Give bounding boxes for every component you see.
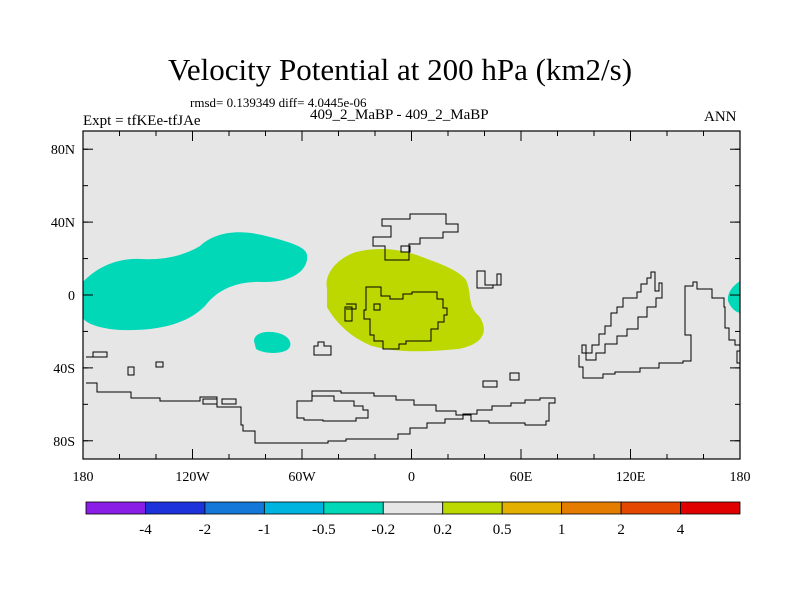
coastline xyxy=(86,382,556,444)
colorbar-swatch xyxy=(204,501,265,515)
map-layer xyxy=(83,131,740,459)
colorbar-swatch xyxy=(680,501,741,515)
coastline xyxy=(127,366,135,376)
colorbar-label: -0.2 xyxy=(371,522,395,538)
experiment-label: Expt = tfKEe-tfJAe xyxy=(83,113,201,129)
colorbar-label: -2 xyxy=(199,522,212,538)
colorbar-label: -0.5 xyxy=(312,522,336,538)
season-label: ANN xyxy=(704,109,737,125)
coastline xyxy=(202,398,218,405)
colorbar-label: 2 xyxy=(617,522,625,538)
y-tick-label: 40S xyxy=(53,362,75,377)
coastline xyxy=(221,398,237,405)
y-tick-label: 40N xyxy=(51,216,75,231)
x-tick-label: 180 xyxy=(73,470,94,485)
colorbar-label: 0.5 xyxy=(493,522,512,538)
colorbar-swatch xyxy=(561,501,622,515)
coastline xyxy=(372,213,459,261)
x-tick-label: 60W xyxy=(288,470,316,485)
contour-region xyxy=(727,281,740,313)
coastline xyxy=(736,350,740,364)
x-tick-label: 180 xyxy=(730,470,751,485)
case-label: 409_2_MaBP - 409_2_MaBP xyxy=(310,107,489,123)
coastline xyxy=(346,303,357,310)
y-tick-label: 80S xyxy=(53,435,75,450)
colorbar-swatch xyxy=(382,501,444,515)
coastline xyxy=(578,281,740,379)
chart-title: Velocity Potential at 200 hPa (km2/s) xyxy=(167,52,633,87)
coastline xyxy=(476,270,502,289)
coastline xyxy=(581,271,663,361)
colorbar-label: 4 xyxy=(677,522,685,538)
contour-region xyxy=(254,331,291,353)
colorbar-swatch xyxy=(323,501,384,515)
x-tick-label: 120W xyxy=(175,470,210,485)
colorbar-swatch xyxy=(263,501,325,515)
colorbar: -4 -2 -1 -0.5 -0.2 0.2 0.5 1 2 4 xyxy=(85,501,741,538)
colorbar-swatch xyxy=(442,501,503,515)
colorbar-label: -4 xyxy=(139,522,152,538)
colorbar-swatch xyxy=(85,501,146,515)
y-tick-label: 0 xyxy=(68,289,75,304)
coastline xyxy=(344,306,353,322)
colorbar-label: -1 xyxy=(258,522,271,538)
y-tick-label: 80N xyxy=(51,143,75,158)
contour-region xyxy=(326,249,484,352)
coastline xyxy=(509,372,520,381)
x-tick-label: 0 xyxy=(408,470,415,485)
x-tick-label: 60E xyxy=(510,470,533,485)
colorbar-swatch xyxy=(145,501,206,515)
contour-region xyxy=(83,232,308,331)
colorbar-swatch xyxy=(501,501,563,515)
coastline xyxy=(86,351,108,358)
colorbar-label: 1 xyxy=(558,522,566,538)
coastline xyxy=(155,361,164,368)
coastline xyxy=(400,245,411,253)
coastline xyxy=(313,341,332,356)
colorbar-label: 0.2 xyxy=(433,522,452,538)
x-tick-label: 120E xyxy=(616,470,646,485)
colorbar-swatch xyxy=(620,501,681,515)
coastline xyxy=(373,303,381,311)
coastline xyxy=(363,286,448,350)
stats-label: rmsd= 0.139349 diff= 4.0445e-06 xyxy=(190,95,367,110)
axis-layer: 180 120W 60W 0 60E 120E 180 80N 40N 0 40S 80S xyxy=(51,130,751,485)
coastline xyxy=(482,380,498,388)
